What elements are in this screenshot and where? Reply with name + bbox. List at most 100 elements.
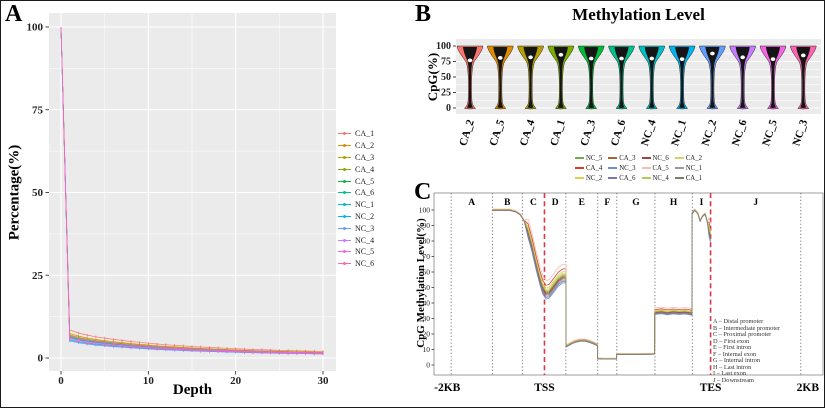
violin-median-dot (588, 56, 594, 61)
region-label-G: G (632, 198, 640, 208)
legend-marker-dot (343, 214, 346, 218)
panel-c-plot-border (433, 192, 824, 376)
region-legend-entry-F: F – Internal exon (713, 350, 757, 358)
violin-inner (766, 47, 780, 108)
violin-inner (614, 47, 629, 108)
legend-label: NC_2 (355, 211, 375, 221)
legend-marker-dot (343, 226, 346, 230)
legend-marker (338, 191, 351, 195)
region-label-C: C (530, 198, 537, 208)
legend-marker (338, 144, 351, 148)
region-legend-entry-B: B – Intermediate promoter (713, 324, 780, 332)
y-tick-label: 25 (32, 270, 44, 282)
legend-marker-dot (343, 191, 346, 195)
region-legend-entry-D: D – First exon (713, 337, 750, 345)
violin-inner (463, 47, 477, 108)
region-legend-entry-J: J – Downstream (713, 376, 754, 384)
legend-label: CA_6 (355, 188, 375, 198)
legend-marker (641, 177, 651, 179)
violin-inner (493, 47, 508, 108)
panel-c-series-legend: NC_5 CA_3 NC_6 CA_2 CA_4 NC_3 CA_5 NC_1 NC_2 CA_6… (456, 153, 821, 183)
legend-label: NC_3 (355, 223, 375, 233)
legend-label: CA_5 (652, 164, 669, 172)
legend-marker (338, 203, 351, 207)
panel-a-y-axis-label: Percentage(%) (6, 144, 23, 241)
y-tick-label: 75 (32, 104, 44, 116)
legend-marker (338, 238, 351, 242)
category-label-NC_5: NC_5 (760, 118, 780, 148)
panel-b-label: B (415, 1, 432, 27)
legend-label: CA_1 (685, 174, 702, 182)
legend-item-NC_2: NC_2 (338, 211, 374, 223)
legend-marker (338, 167, 351, 171)
legend-marker-dot (343, 167, 346, 171)
violin-CA_3 (577, 45, 605, 110)
legend-item-CA_4: CA_4 (338, 163, 374, 175)
y-tick-label: 100 (436, 41, 451, 52)
panel-a-legend: CA_1 CA_2 CA_3 CA_4 CA_5 CA_6 NC_1 NC_2 NC_3 NC_4… (338, 128, 374, 270)
legend-label: CA_5 (355, 176, 375, 186)
y-tick-label: 100 (419, 206, 431, 215)
legend-marker (641, 157, 651, 159)
legend-marker (608, 157, 618, 159)
violin-CA_5 (487, 45, 514, 110)
category-label-CA_3: CA_3 (578, 118, 598, 148)
y-tick-label: 0 (446, 103, 451, 114)
legend-label: CA_3 (355, 152, 375, 162)
methylation-violin-chart: 0 25 50 75 100 CA_2 CA_5 CA_4 CA_1 CA_3 CA_6 NC_4 NC… (436, 39, 821, 148)
y-tick-label: 20 (423, 330, 431, 339)
x-axis-label--2KB: -2KB (434, 382, 461, 394)
y-tick-label: 0 (38, 353, 44, 365)
legend-label: CA_1 (355, 129, 375, 139)
legend-item-CA_5: CA_5 (338, 175, 374, 187)
legend-label: NC_5 (355, 247, 375, 257)
region-label-J: J (753, 198, 758, 208)
legend-marker (338, 155, 351, 159)
legend-item-CA_2: CA_2 (674, 154, 702, 162)
legend-marker (575, 157, 584, 159)
y-tick-label: 0 (426, 361, 430, 370)
panel-a: A 0 10 20 30 0 25 50 75 100 Percentage(%) Depth … (1, 1, 413, 407)
legend-row: NC_5 CA_3 NC_6 CA_2 (456, 153, 821, 163)
category-label-CA_6: CA_6 (609, 118, 629, 148)
legend-marker-dot (343, 250, 346, 254)
violin-median-dot (467, 58, 473, 63)
category-label-NC_1: NC_1 (669, 118, 689, 147)
violin-NC_4 (638, 45, 666, 110)
y-tick-label: 60 (423, 268, 431, 277)
violin-inner (675, 47, 690, 108)
category-label-NC_2: NC_2 (700, 118, 720, 148)
legend-label: CA_2 (355, 141, 375, 151)
region-legend-entry-H: H – Last intron (713, 363, 752, 371)
legend-marker-dot (343, 262, 346, 266)
panel-c: C CpG Methylation Level(%) A B C D E F G H I J 0 10… (413, 179, 824, 407)
panel-a-label: A (5, 1, 23, 27)
violin-inner (553, 47, 568, 108)
y-tick-label: 30 (423, 314, 431, 323)
y-tick-label: 100 (27, 22, 44, 34)
panel-a-x-axis-label: Depth (172, 382, 213, 398)
violin-median-dot (498, 56, 503, 60)
region-label-I: I (700, 198, 704, 208)
violin-inner (584, 47, 599, 108)
legend-item-NC_1: NC_1 (338, 199, 374, 211)
violin-inner (735, 47, 750, 108)
region-legend-entry-A: A – Distal promoter (713, 318, 764, 325)
legend-marker-dot (343, 132, 346, 136)
violin-CA_1 (547, 45, 575, 110)
legend-marker-dot (343, 179, 346, 183)
violin-inner (796, 47, 811, 108)
legend-item-NC_1: NC_1 (674, 165, 702, 172)
legend-item-NC_5: NC_5 (575, 155, 602, 162)
legend-label: NC_6 (652, 154, 669, 162)
legend-marker (338, 250, 351, 254)
violin-NC_3 (790, 45, 817, 110)
legend-label: NC_4 (355, 235, 375, 245)
region-label-E: E (579, 198, 585, 208)
legend-item-CA_1: CA_1 (338, 128, 374, 140)
legend-item-NC_4: NC_4 (338, 234, 374, 246)
depth-percentage-chart: 0 10 20 30 0 25 50 75 100 (27, 13, 336, 387)
legend-marker (338, 214, 351, 218)
legend-marker (575, 167, 584, 169)
legend-label: CA_2 (685, 154, 702, 162)
